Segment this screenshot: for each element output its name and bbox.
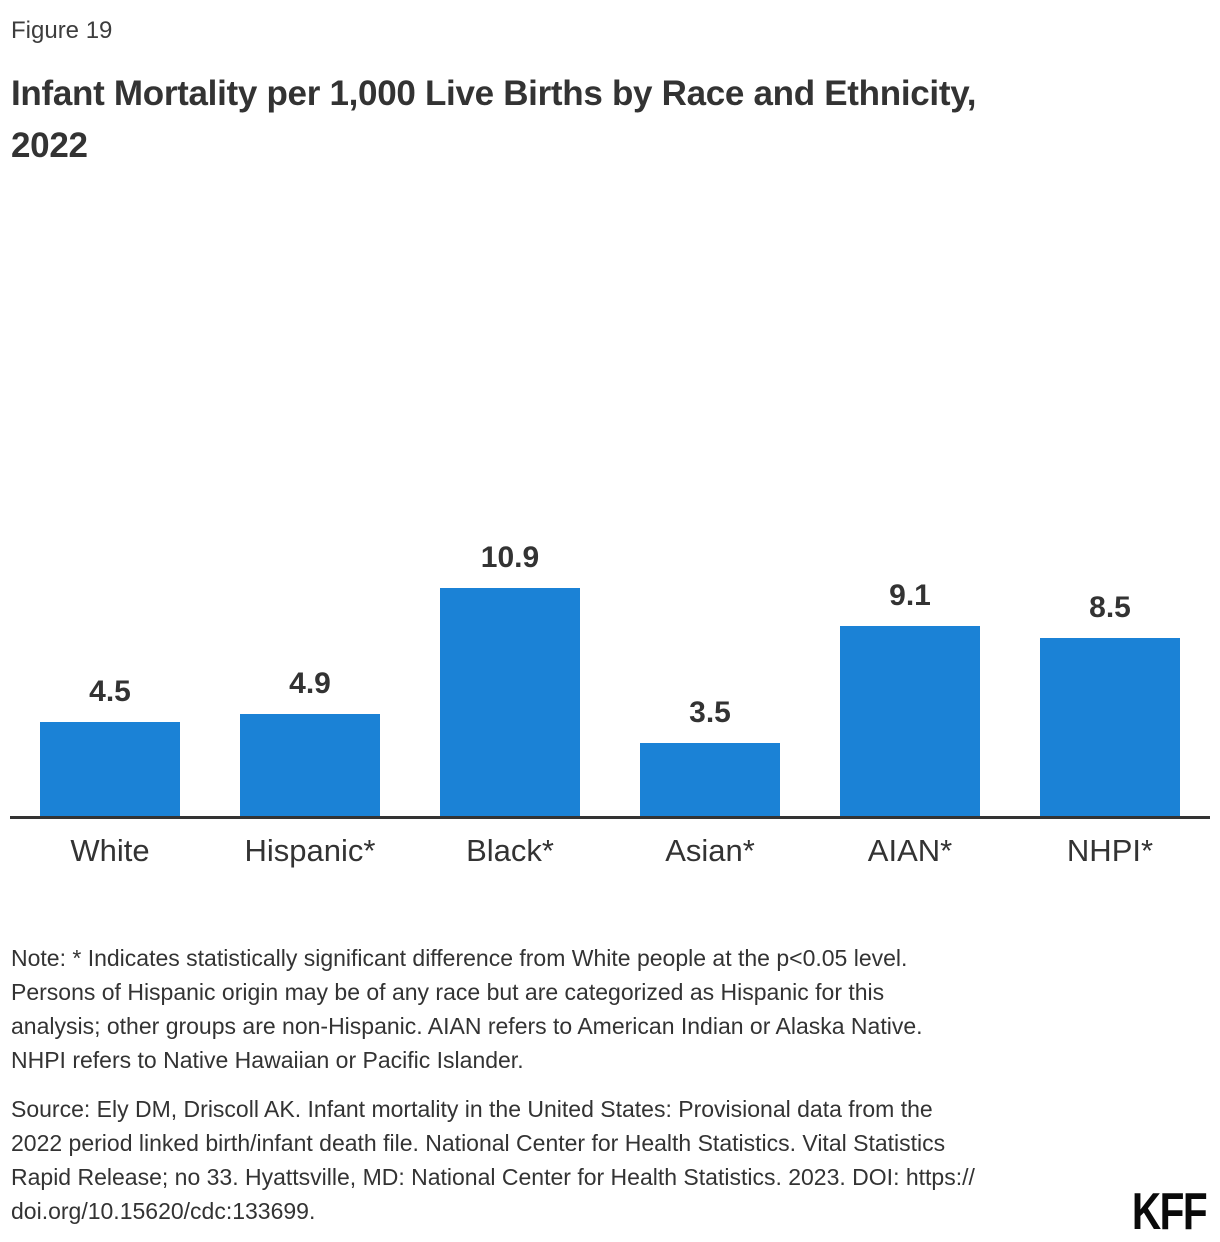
chart-title: Infant Mortality per 1,000 Live Births b… [11,74,977,165]
bar [1040,638,1180,816]
note-text: Note: * Indicates statistically signific… [11,945,923,1073]
bar [640,743,780,816]
bar-column: 9.1 [810,579,1010,816]
bar-value-label: 4.5 [89,675,131,708]
bar-value-label: 9.1 [889,579,931,612]
bar-value-label: 3.5 [689,696,731,729]
x-axis-category-label: Hispanic* [244,833,376,868]
bar-column: 8.5 [1010,591,1210,816]
bar [240,714,380,816]
kff-logo: KFF [1131,1183,1208,1241]
bar-value-label: 4.9 [289,667,331,700]
bar [40,722,180,816]
bar-value-label: 10.9 [480,541,540,574]
plot-area: 4.5 4.9 10.9 3.5 9.1 8.5 [10,516,1210,819]
x-axis-labels: White Hispanic* Black* Asian* AIAN* NHPI* [10,819,1210,869]
bar-chart: 4.5 4.9 10.9 3.5 9.1 8.5 White Hispanic* Black*… [10,516,1210,869]
bar-value-label: 8.5 [1089,591,1131,624]
figure-number-label: Figure 19 [11,17,113,44]
bar [840,626,980,816]
bar-column: 3.5 [610,696,810,816]
bar [440,588,580,816]
x-axis-category-label: AIAN* [867,833,953,868]
x-axis-category-label: Asian* [665,833,755,868]
bar-column: 4.9 [210,667,410,816]
bar-column: 10.9 [410,541,610,816]
x-axis-category-label: NHPI* [1066,833,1154,868]
bar-column: 4.5 [10,675,210,816]
x-axis-category-label: Black* [466,833,554,868]
x-axis-category-label: White [70,833,150,868]
source-text: Source: Ely DM, Driscoll AK. Infant mort… [11,1096,975,1224]
